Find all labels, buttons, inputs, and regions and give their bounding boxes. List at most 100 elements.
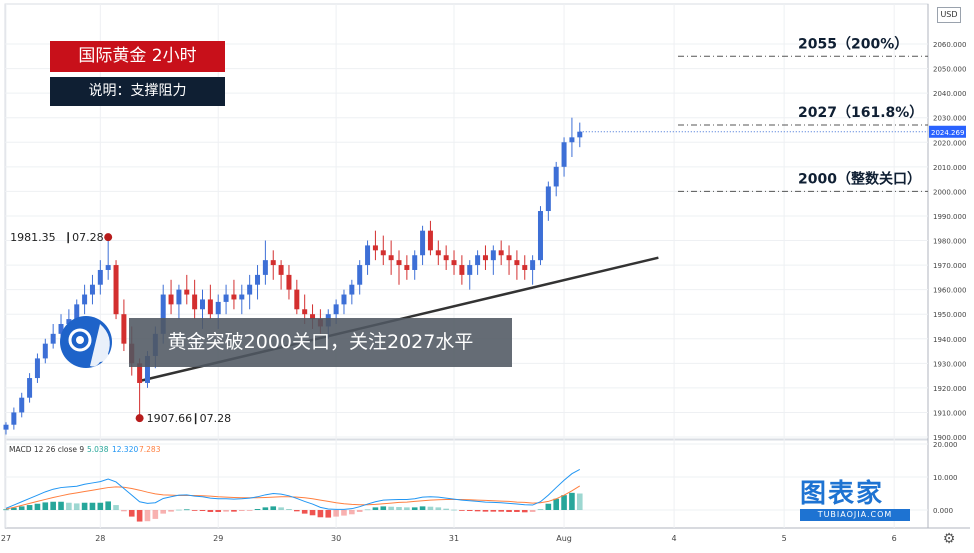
macd-hist-bar <box>341 510 347 516</box>
macd-y-tick-label: 0.000 <box>933 507 953 515</box>
y-tick-label: 2030.000 <box>933 115 966 123</box>
macd-hist-bar <box>278 507 284 510</box>
headline-banner: 黄金突破2000关口，关注2027水平 <box>129 318 512 367</box>
y-tick-label: 2010.000 <box>933 164 966 172</box>
macd-hist-bar <box>105 501 111 510</box>
candle-body <box>294 289 300 310</box>
macd-hist-bar <box>231 510 237 512</box>
macd-hist-bar <box>553 498 559 510</box>
x-tick-label: 30 <box>331 534 341 543</box>
extreme-marker <box>104 233 113 242</box>
candle-body <box>388 255 394 261</box>
macd-hist-bar <box>97 502 104 510</box>
y-tick-label: 1910.000 <box>933 409 966 417</box>
y-tick-label: 2060.000 <box>933 41 966 49</box>
candle-body <box>310 314 316 320</box>
candle-body <box>66 319 72 325</box>
candle-body <box>270 260 276 266</box>
macd-hist-bar <box>301 510 308 514</box>
macd-plot: MACD 12 26 close 9 5.038 12.320 7.283 <box>3 445 583 522</box>
candle-body <box>341 294 347 305</box>
macd-hist-bar <box>490 510 497 512</box>
macd-hist-bar <box>262 507 269 510</box>
candle-body <box>545 186 551 212</box>
level-label: 2027（161.8%） <box>798 105 923 121</box>
candle-body <box>255 274 261 285</box>
candle-body <box>105 265 111 270</box>
x-tick-label: 28 <box>95 534 105 543</box>
candle-body <box>176 289 182 305</box>
currency-button[interactable]: USD <box>937 7 961 23</box>
macd-y-tick-label: 20.000 <box>933 441 958 449</box>
macd-hist-bar <box>396 507 402 510</box>
candle-body <box>333 304 339 315</box>
y-tick-label: 1900.000 <box>933 434 966 442</box>
macd-hist-bar <box>309 510 316 516</box>
y-tick-label: 1920.000 <box>933 385 966 393</box>
candle-body <box>144 355 150 383</box>
macd-hist-bar <box>474 510 481 512</box>
tubiaojia-logo: 图表家 TUBIAOJIA.COM <box>800 480 910 522</box>
candle-body <box>19 397 25 413</box>
y-tick-label: 1970.000 <box>933 262 966 270</box>
y-tick-label: 2000.000 <box>933 188 966 196</box>
macd-hist-bar <box>561 495 567 510</box>
candle-body <box>302 309 308 315</box>
macd-hist-bar <box>89 502 96 510</box>
candle-body <box>89 284 95 295</box>
macd-hist-bar <box>176 509 182 511</box>
candle-body <box>435 250 441 256</box>
candle-body <box>537 211 543 261</box>
macd-hist-bar <box>11 507 17 510</box>
macd-hist-bar <box>498 510 504 512</box>
macd-hist-bar <box>270 506 277 510</box>
level-label: 2000（整数关口） <box>798 170 921 187</box>
level-label: 2055（200%） <box>798 36 908 52</box>
candle-body <box>514 260 520 266</box>
x-tick-label: 27 <box>1 534 11 543</box>
macd-hist-bar <box>364 509 371 511</box>
candle-body <box>200 299 205 310</box>
macd-hist-bar <box>411 507 418 510</box>
macd-hist-bar <box>18 506 25 510</box>
macd-hist-bar <box>317 510 324 518</box>
candle-body <box>121 314 127 344</box>
x-tick-label: 6 <box>892 534 897 543</box>
macd-legend-value: 7.283 <box>139 445 161 454</box>
macd-hist-bar <box>380 506 387 510</box>
candle-body <box>27 378 33 398</box>
macd-hist-bar <box>506 510 512 512</box>
macd-hist-bar <box>223 510 229 512</box>
macd-hist-bar <box>42 502 49 510</box>
candle-body <box>577 131 583 138</box>
y-tick-label: 1960.000 <box>933 287 966 295</box>
candle-body <box>569 137 575 143</box>
macd-hist-bar <box>349 510 355 515</box>
macd-legend-title: MACD 12 26 close 9 <box>9 445 84 454</box>
macd-hist-bar <box>521 510 528 513</box>
macd-line <box>5 468 581 510</box>
x-tick-label: Aug <box>556 534 572 543</box>
macd-hist-bar <box>144 510 151 522</box>
macd-hist-bar <box>443 508 449 510</box>
candle-body <box>239 294 245 300</box>
macd-hist-bar <box>333 510 339 517</box>
macd-hist-bar <box>81 502 88 510</box>
candle-body <box>231 294 237 300</box>
macd-hist-bar <box>66 502 72 510</box>
candle-body <box>427 230 433 251</box>
macd-hist-bar <box>113 505 119 510</box>
candle-body <box>223 294 229 302</box>
candle-body <box>192 294 198 310</box>
macd-hist-bar <box>183 509 190 511</box>
candle-body <box>467 265 473 275</box>
macd-hist-bar <box>419 506 426 510</box>
macd-hist-bar <box>451 509 457 511</box>
logo-wordmark: 图表家 <box>800 479 885 509</box>
macd-hist-bar <box>50 501 56 510</box>
macd-hist-bar <box>459 510 465 511</box>
gear-icon[interactable]: ⚙ <box>942 531 956 547</box>
candle-body <box>553 166 559 187</box>
macd-hist-bar <box>545 503 552 510</box>
macd-hist-bar <box>427 506 434 510</box>
